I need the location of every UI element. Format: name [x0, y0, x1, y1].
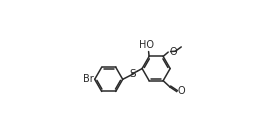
Text: O: O: [177, 87, 185, 96]
Text: HO: HO: [139, 40, 154, 51]
Text: O: O: [169, 47, 177, 57]
Text: S: S: [129, 69, 136, 79]
Text: Br: Br: [83, 74, 94, 84]
